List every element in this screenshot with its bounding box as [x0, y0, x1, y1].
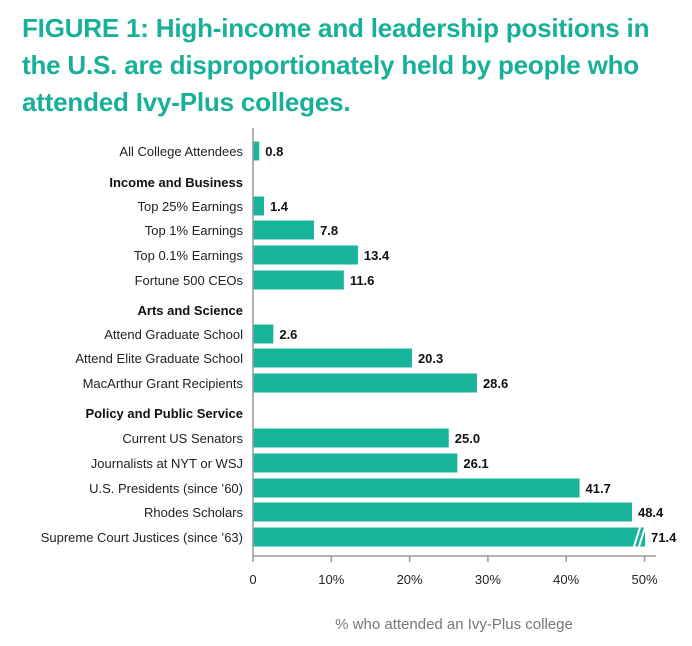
x-axis-title: % who attended an Ivy-Plus college [335, 616, 573, 633]
bar [253, 373, 477, 393]
bar [253, 141, 260, 161]
data-label: 11.6 [350, 273, 375, 288]
group-heading: Arts and Science [138, 303, 244, 318]
category-label: Current US Senators [122, 431, 243, 446]
x-tick-label: 30% [475, 572, 501, 587]
axis-break-mark [638, 527, 646, 547]
group-heading: Policy and Public Service [85, 406, 243, 421]
data-label: 2.6 [279, 327, 297, 342]
category-label: All College Attendees [119, 144, 243, 159]
category-label: Top 0.1% Earnings [134, 248, 244, 263]
data-label: 41.7 [586, 481, 611, 496]
x-tick-label: 40% [553, 572, 579, 587]
x-tick-label: 0 [249, 572, 256, 587]
bar [253, 478, 580, 498]
category-label: Top 1% Earnings [145, 223, 244, 238]
bar [253, 220, 315, 240]
x-tick-label: 10% [318, 572, 344, 587]
data-label: 20.3 [418, 351, 443, 366]
data-label: 0.8 [265, 144, 283, 159]
axis-break-mark [633, 527, 641, 547]
bar [253, 245, 358, 265]
category-label: Rhodes Scholars [144, 505, 243, 520]
figure-title: FIGURE 1: High-income and leadership pos… [22, 13, 650, 117]
category-label: Attend Elite Graduate School [75, 351, 243, 366]
data-label: 28.6 [483, 376, 508, 391]
bar [253, 196, 264, 216]
data-label: 1.4 [270, 199, 289, 214]
category-label: Attend Graduate School [104, 327, 243, 342]
x-tick-label: 20% [397, 572, 423, 587]
category-label: Fortune 500 CEOs [135, 273, 244, 288]
category-label: Top 25% Earnings [137, 199, 243, 214]
category-label: Supreme Court Justices (since ’63) [41, 530, 243, 545]
bar [253, 270, 344, 290]
data-label: 25.0 [455, 431, 480, 446]
category-label: U.S. Presidents (since ’60) [89, 481, 243, 496]
bar [253, 453, 458, 473]
data-label: 48.4 [638, 505, 664, 520]
bar [253, 527, 645, 547]
data-label: 71.4 [651, 530, 677, 545]
bar [253, 324, 274, 344]
bar [253, 428, 449, 448]
data-label: 13.4 [364, 248, 390, 263]
data-label: 7.8 [320, 223, 338, 238]
x-tick-label: 50% [631, 572, 657, 587]
category-label: MacArthur Grant Recipients [83, 376, 244, 391]
group-heading: Income and Business [109, 175, 243, 190]
bar [253, 348, 412, 368]
category-label: Journalists at NYT or WSJ [91, 456, 243, 471]
bar [253, 502, 632, 522]
data-label: 26.1 [463, 456, 488, 471]
